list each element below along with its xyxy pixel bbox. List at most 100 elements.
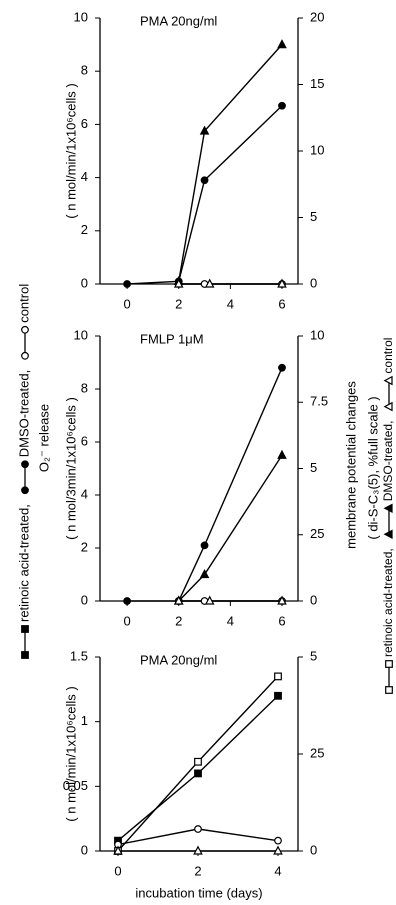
series-line <box>178 454 283 602</box>
marker <box>278 363 286 372</box>
y2-tick-label: 5 <box>310 460 317 475</box>
legend-label: retinoic acid-treated, <box>381 548 395 657</box>
x-tick-label: 0 <box>123 296 130 311</box>
x-tick-label: 0 <box>114 863 121 878</box>
y-tick-label: 8 <box>81 380 88 395</box>
marker <box>200 176 209 185</box>
y2-tick-label: 10 <box>310 327 324 342</box>
y2-tick-label: 25 <box>310 526 324 541</box>
marker <box>278 101 286 110</box>
y-tick-label: 8 <box>81 63 88 78</box>
side-title: O₂⁻ release <box>36 404 51 472</box>
legend: retinoic acid-treated, DMSO-treated, contr… <box>16 284 31 659</box>
y-tick-label: 0.05 <box>63 778 88 793</box>
legend-label: control <box>381 338 395 374</box>
marker <box>204 595 215 605</box>
marker <box>274 672 282 681</box>
marker <box>113 845 123 855</box>
y-axis-label: ( n mol/3min/1x10⁶cells ) <box>63 397 78 540</box>
marker <box>273 845 283 855</box>
y-axis-label: ( n mol/min/1x10⁶cells ) <box>63 686 78 821</box>
panel-title: FMLP 1μM <box>140 331 204 346</box>
y-tick-label: 10 <box>74 327 88 342</box>
y2-tick-label: 10 <box>310 142 324 157</box>
y-tick-label: 4 <box>81 486 88 501</box>
side-title: membrane potential changes <box>343 381 358 549</box>
marker <box>193 845 203 855</box>
y-axis-label: ( n mol/min/1x10⁶cells ) <box>63 83 78 218</box>
marker <box>21 325 29 334</box>
side-unit: ( di-S-C₃(5), %full scale ) <box>365 396 380 539</box>
marker <box>173 595 184 605</box>
marker <box>204 278 215 288</box>
series-line <box>178 44 283 282</box>
marker <box>383 401 393 412</box>
legend-label: DMSO-treated, <box>381 421 395 502</box>
panel-title: PMA 20ng/ml <box>140 652 217 667</box>
y2-tick-label: 0 <box>310 842 317 857</box>
x-tick-label: 6 <box>278 613 285 628</box>
legend: retinoic acid-treated, DMSO-treated, contr… <box>381 338 395 694</box>
y-tick-label: 2 <box>81 222 88 237</box>
y-tick-label: 2 <box>81 539 88 554</box>
marker <box>385 686 393 694</box>
y-tick-label: 1 <box>81 713 88 728</box>
y2-tick-label: 15 <box>310 76 324 91</box>
x-tick-label: 6 <box>278 296 285 311</box>
marker <box>385 660 393 668</box>
y2-tick-label: 5 <box>310 648 317 663</box>
series-line <box>127 367 283 602</box>
marker <box>199 125 210 135</box>
y-tick-label: 0 <box>81 592 88 607</box>
marker <box>199 569 210 579</box>
marker <box>383 529 393 540</box>
marker <box>194 757 202 766</box>
marker <box>123 597 132 605</box>
marker <box>200 541 209 550</box>
marker <box>21 486 29 495</box>
x-tick-label: 4 <box>227 296 234 311</box>
y-tick-label: 0 <box>81 275 88 290</box>
legend-label: control <box>16 284 31 323</box>
legend-label: DMSO-treated, <box>16 370 31 457</box>
x-tick-label: 2 <box>194 863 201 878</box>
marker <box>274 691 282 700</box>
x-tick-label: 2 <box>175 296 182 311</box>
y2-tick-label: 5 <box>310 209 317 224</box>
y2-tick-label: 20 <box>310 9 324 24</box>
legend-label: retinoic acid-treated, <box>16 504 31 622</box>
x-tick-label: 2 <box>175 613 182 628</box>
marker <box>21 625 29 633</box>
marker <box>274 836 282 845</box>
marker <box>383 503 393 514</box>
marker <box>277 39 287 49</box>
y-tick-label: 6 <box>81 116 88 131</box>
y-tick-label: 6 <box>81 433 88 448</box>
y-tick-label: 1.5 <box>70 648 88 663</box>
x-tick-label: 0 <box>123 613 130 628</box>
y2-tick-label: 0 <box>310 275 317 290</box>
y-tick-label: 4 <box>81 169 88 184</box>
marker <box>21 351 29 360</box>
series-line <box>127 105 283 285</box>
marker <box>21 651 29 659</box>
y-tick-label: 0 <box>81 842 88 857</box>
series-line <box>117 695 279 842</box>
marker <box>173 278 184 288</box>
marker <box>383 375 393 386</box>
marker <box>277 449 287 459</box>
y2-tick-label: 25 <box>310 745 324 760</box>
y2-tick-label: 7.5 <box>310 394 328 409</box>
panel-title: PMA 20ng/ml <box>140 13 217 28</box>
x-axis-label: incubation time (days) <box>135 885 262 900</box>
marker <box>194 825 202 833</box>
y2-tick-label: 0 <box>310 592 317 607</box>
x-tick-label: 4 <box>227 613 234 628</box>
marker <box>21 460 29 469</box>
y-tick-label: 10 <box>74 9 88 24</box>
marker <box>123 280 132 288</box>
marker <box>277 278 287 288</box>
marker <box>194 769 202 778</box>
x-tick-label: 4 <box>274 863 281 878</box>
